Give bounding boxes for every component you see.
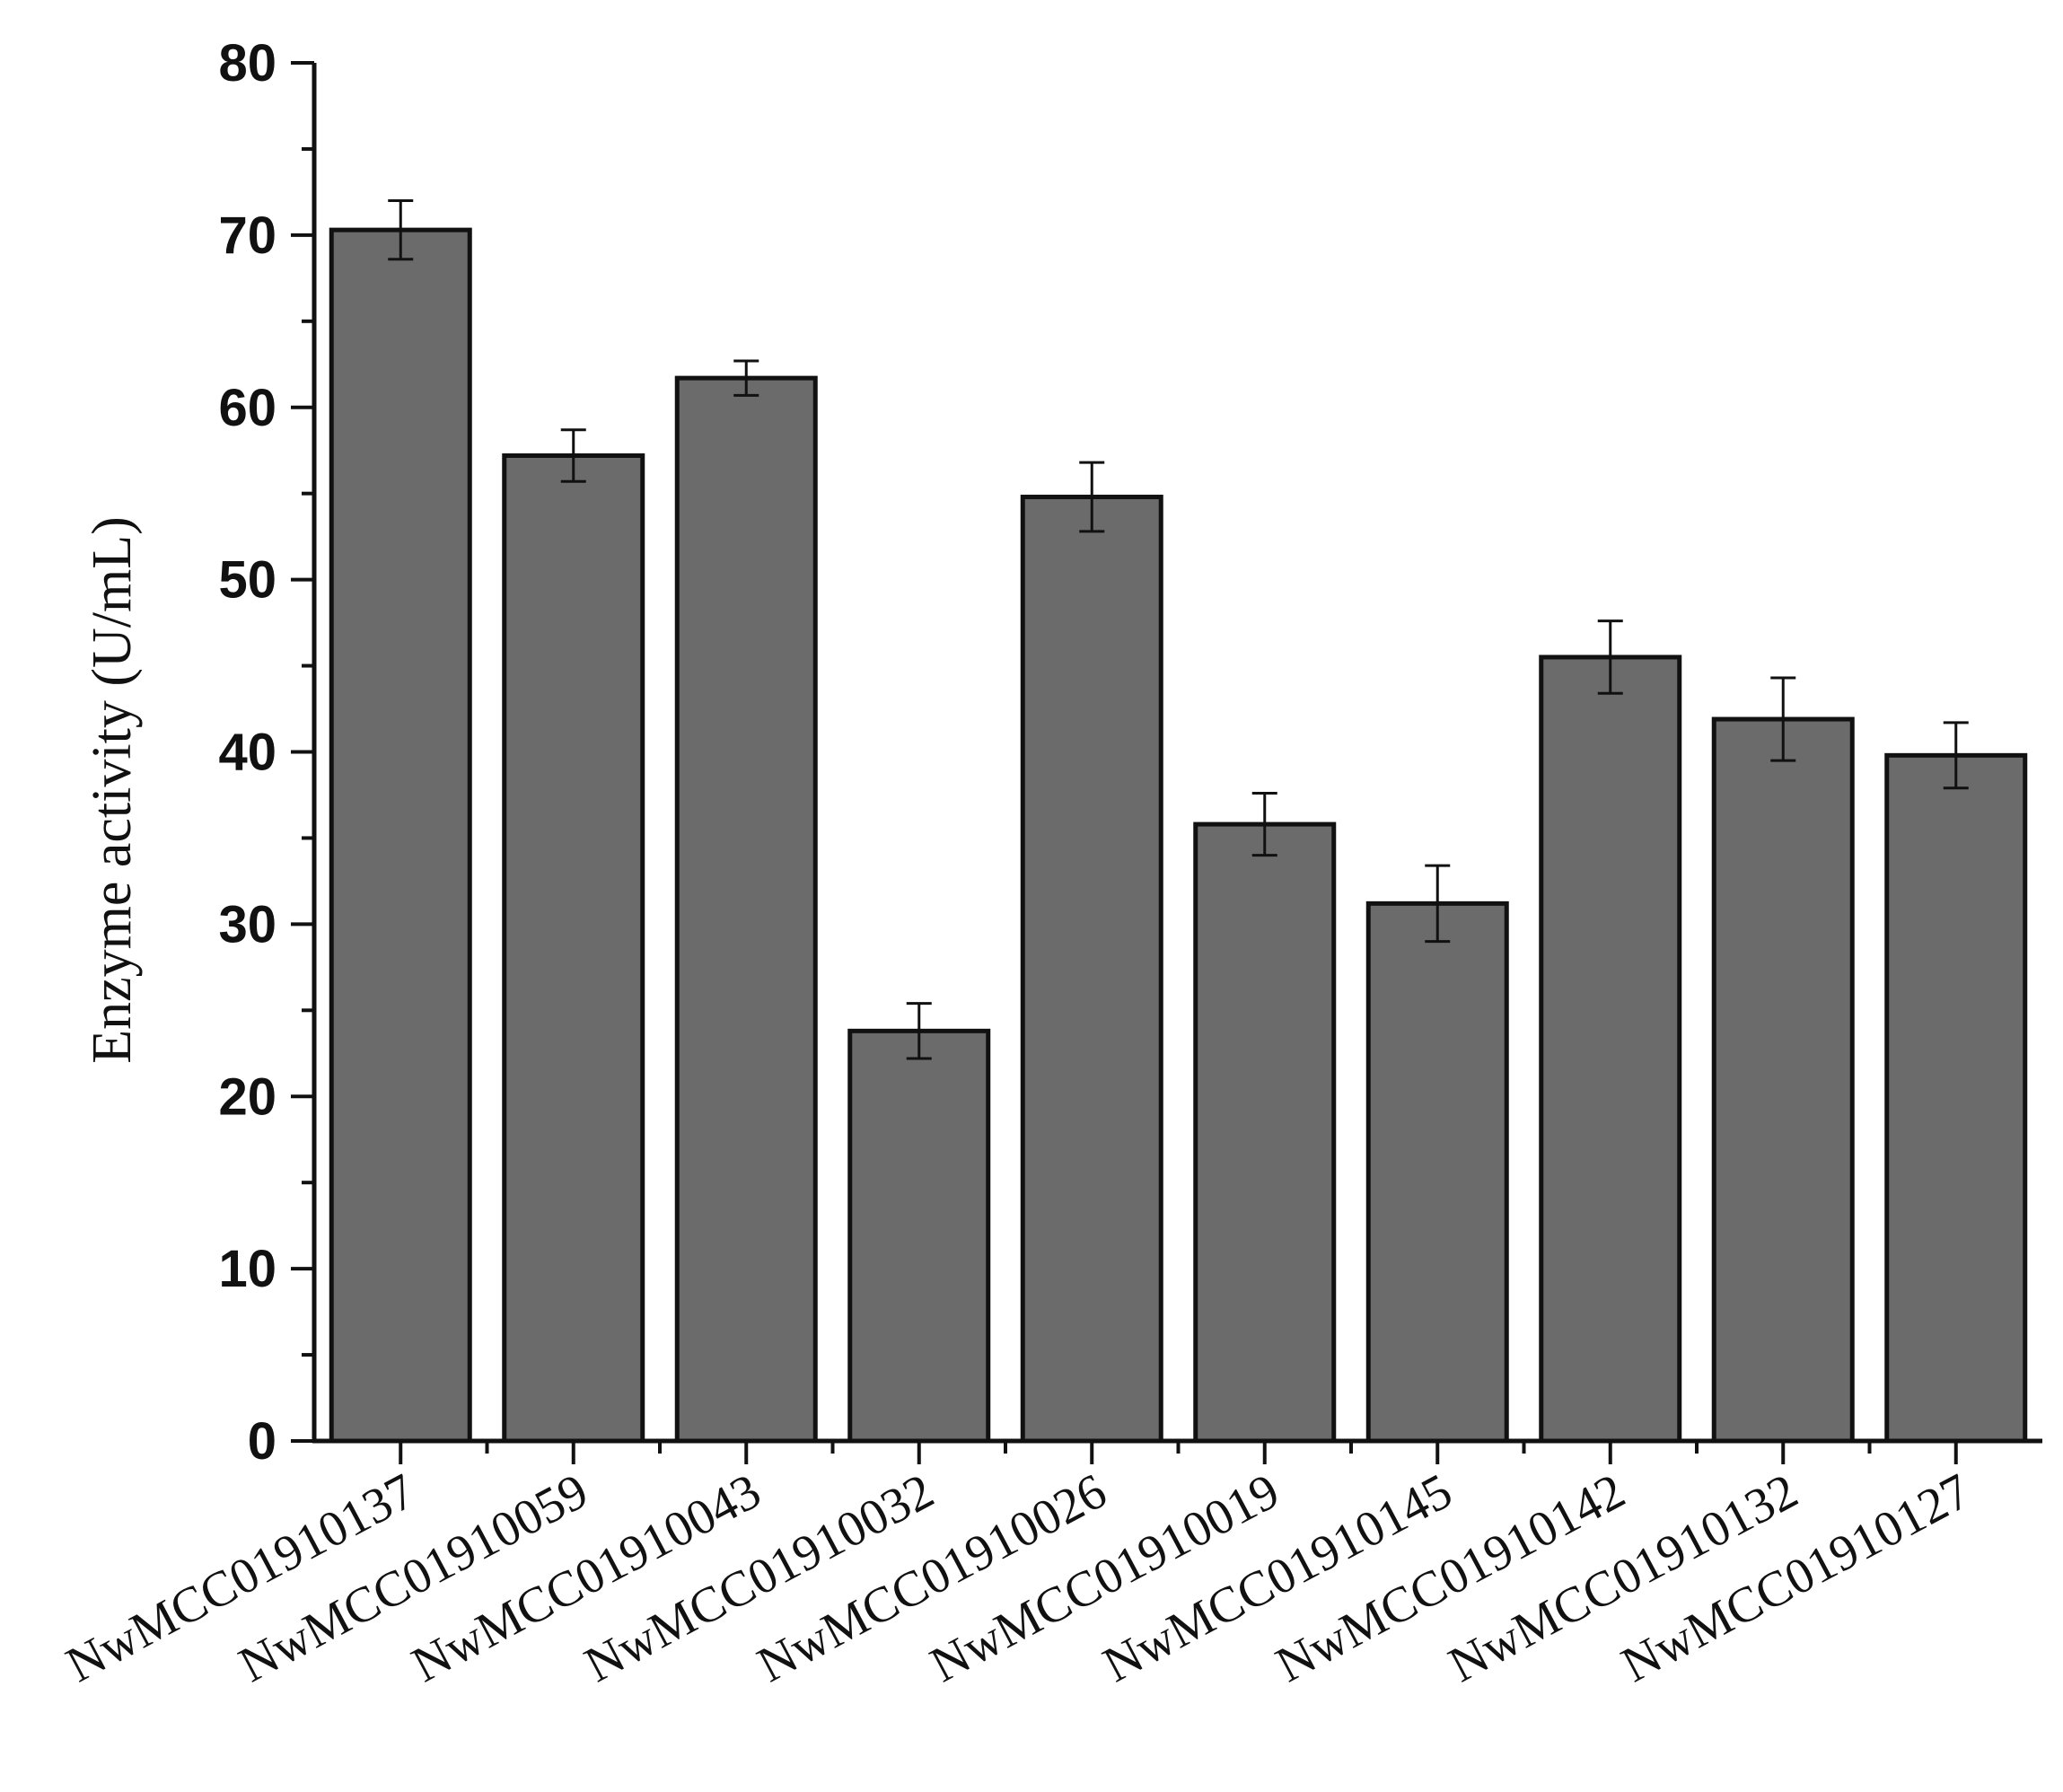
axes-layer <box>291 61 2042 1464</box>
error-bars-layer <box>388 199 1969 1060</box>
y-tick-label: 50 <box>218 551 277 610</box>
y-tick-label: 70 <box>218 206 277 265</box>
bar <box>1193 821 1337 1444</box>
y-tick-label: 40 <box>218 724 277 782</box>
y-axis-title: Enzyme activity (U/mL) <box>82 516 143 1063</box>
bar <box>1711 716 1855 1444</box>
bar <box>502 452 645 1444</box>
y-tick-label: 0 <box>248 1412 277 1471</box>
bars-layer <box>329 227 2028 1444</box>
bar <box>1884 752 2028 1444</box>
bar <box>1539 654 1682 1444</box>
y-tick-label: 10 <box>218 1240 277 1298</box>
bar <box>674 375 818 1444</box>
bar <box>847 1028 991 1444</box>
bar <box>329 227 472 1444</box>
y-tick-label: 60 <box>218 379 277 437</box>
y-tick-label: 20 <box>218 1067 277 1126</box>
bar <box>1020 495 1163 1444</box>
bar <box>1365 900 1509 1444</box>
y-tick-label: 80 <box>218 34 277 92</box>
y-tick-label: 30 <box>218 895 277 953</box>
